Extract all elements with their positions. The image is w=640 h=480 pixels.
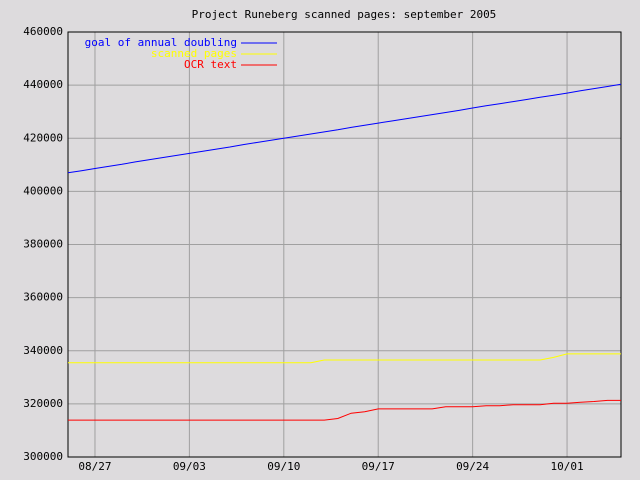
y-tick-label: 440000	[23, 78, 63, 91]
x-tick-label: 10/01	[550, 460, 583, 473]
y-tick-label: 420000	[23, 131, 63, 144]
y-tick-label: 340000	[23, 344, 63, 357]
y-tick-label: 380000	[23, 238, 63, 251]
legend-label: scanned pages	[151, 47, 237, 60]
y-tick-label: 320000	[23, 397, 63, 410]
legend-label: OCR text	[184, 58, 237, 71]
y-tick-label: 300000	[23, 450, 63, 463]
x-tick-label: 09/10	[267, 460, 300, 473]
x-tick-label: 09/24	[456, 460, 489, 473]
series-line	[68, 399, 621, 421]
x-tick-label: 09/03	[173, 460, 206, 473]
plot-border	[67, 31, 622, 458]
y-tick-label: 360000	[23, 291, 63, 304]
x-tick-label: 08/27	[78, 460, 111, 473]
y-tick-label: 400000	[23, 184, 63, 197]
y-tick-label: 460000	[23, 25, 63, 38]
x-tick-label: 09/17	[362, 460, 395, 473]
series-line	[67, 83, 622, 174]
legend-label: goal of annual doubling	[85, 36, 237, 49]
series-line	[68, 353, 621, 364]
chart-title: Project Runeberg scanned pages: septembe…	[192, 8, 497, 21]
